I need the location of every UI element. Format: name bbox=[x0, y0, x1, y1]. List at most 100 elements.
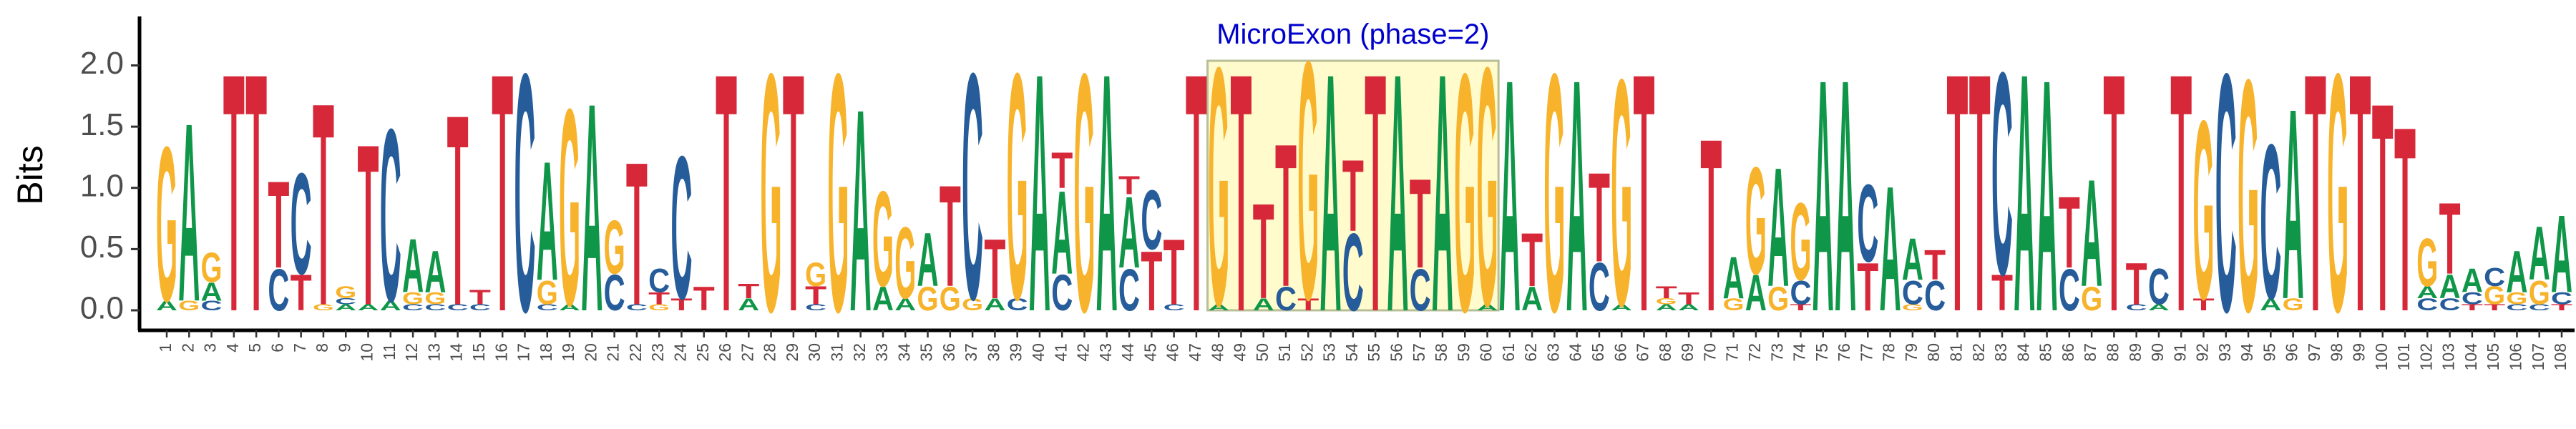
logo-letter: G bbox=[1454, 2, 1475, 383]
logo-letter: C bbox=[1589, 250, 1610, 325]
x-tick-label: 74 bbox=[1790, 343, 1809, 362]
logo-letter: T bbox=[291, 265, 312, 322]
logo-letter: A bbox=[358, 302, 381, 312]
x-tick-label: 45 bbox=[1141, 343, 1159, 362]
x-tick-label: 32 bbox=[850, 343, 869, 362]
logo-letter: G bbox=[201, 244, 223, 292]
x-tick-label: 84 bbox=[2014, 343, 2032, 362]
logo-letter: G bbox=[1790, 179, 1811, 303]
logo-letter: A bbox=[2260, 295, 2281, 315]
x-tick-label: 96 bbox=[2283, 343, 2301, 362]
logo-letter: A bbox=[2439, 268, 2461, 306]
logo-letter: G bbox=[1073, 2, 1095, 383]
logo-letter: T bbox=[2305, 2, 2326, 383]
logo-letter: A bbox=[850, 49, 872, 372]
x-tick-label: 60 bbox=[1477, 343, 1496, 362]
logo-letter: A bbox=[1678, 302, 1701, 312]
logo-letter: C bbox=[2439, 295, 2461, 315]
logo-letter: A bbox=[424, 238, 446, 305]
x-tick-label: 66 bbox=[1611, 343, 1629, 362]
logo-letter: G bbox=[827, 2, 849, 383]
x-tick-label: 61 bbox=[1499, 343, 1518, 362]
logo-letter: T bbox=[1163, 220, 1185, 324]
logo-letter: G bbox=[761, 2, 782, 383]
x-tick-label: 68 bbox=[1656, 343, 1674, 362]
logo-letter: T bbox=[1700, 88, 1722, 363]
logo-letter: A bbox=[1499, 11, 1521, 381]
logo-letter: A bbox=[335, 302, 358, 312]
logo-letter: A bbox=[1521, 280, 1543, 318]
logo-letter: G bbox=[2484, 281, 2505, 310]
x-tick-label: 4 bbox=[223, 343, 242, 352]
x-tick-label: 78 bbox=[1880, 343, 1898, 362]
logo-letter: T bbox=[2372, 41, 2394, 374]
logo-letter: T bbox=[940, 155, 961, 317]
logo-letter: A bbox=[1656, 302, 1679, 312]
logo-letter: G bbox=[604, 204, 625, 290]
x-tick-label: 77 bbox=[1857, 343, 1875, 362]
logo-letter: A bbox=[894, 295, 916, 315]
logo-letter: T bbox=[738, 280, 760, 303]
logo-letter: G bbox=[2192, 67, 2214, 352]
logo-letter: C bbox=[1924, 272, 1946, 320]
x-tick-label: 46 bbox=[1163, 343, 1182, 362]
logo-letter: C bbox=[2148, 258, 2170, 315]
logo-letter: C bbox=[1141, 172, 1162, 267]
logo-letter: T bbox=[2170, 2, 2192, 383]
x-tick-label: 50 bbox=[1253, 343, 1272, 362]
logo-letter: C bbox=[268, 257, 289, 323]
x-tick-label: 81 bbox=[1947, 343, 1966, 362]
x-tick-label: 13 bbox=[424, 343, 443, 362]
x-tick-label: 29 bbox=[783, 343, 801, 362]
x-tick-label: 10 bbox=[358, 343, 376, 362]
logo-letter: G bbox=[1611, 11, 1632, 373]
logo-letter: C bbox=[1902, 274, 1923, 312]
x-tick-label: 38 bbox=[984, 343, 1002, 362]
logo-letter: T bbox=[447, 57, 469, 362]
logo-letter: T bbox=[1991, 265, 2013, 322]
logo-letter: C bbox=[2551, 289, 2572, 308]
logo-letter: T bbox=[2439, 182, 2461, 296]
logo-letter: G bbox=[872, 164, 894, 315]
logo-letter: C bbox=[2506, 302, 2529, 312]
logo-letter: G bbox=[2283, 295, 2304, 315]
x-tick-label: 1 bbox=[156, 343, 175, 352]
logo-letter: G bbox=[1767, 280, 1789, 318]
logo-letter: A bbox=[2148, 302, 2171, 312]
x-tick-label: 72 bbox=[1745, 343, 1764, 362]
logo-letter: G bbox=[424, 289, 446, 308]
x-tick-label: 102 bbox=[2416, 343, 2435, 370]
x-tick-label: 87 bbox=[2081, 343, 2099, 362]
x-tick-label: 22 bbox=[626, 343, 645, 362]
x-tick-label: 104 bbox=[2462, 343, 2480, 371]
logo-letter: T bbox=[313, 42, 334, 365]
logo-letter: A bbox=[1835, 11, 1856, 381]
logo-letter: T bbox=[716, 2, 737, 383]
logo-letter: A bbox=[1029, 2, 1050, 383]
logo-letter: G bbox=[537, 274, 558, 312]
logo-letter: T bbox=[1051, 142, 1073, 199]
logo-letter: C bbox=[380, 78, 401, 353]
logo-letter: A bbox=[201, 277, 223, 306]
x-tick-label: 42 bbox=[1074, 343, 1093, 362]
x-tick-label: 51 bbox=[1275, 343, 1294, 362]
logo-letter: A bbox=[1051, 167, 1073, 300]
logo-letter: A bbox=[1387, 2, 1408, 383]
x-tick-label: 41 bbox=[1051, 343, 1070, 362]
logo-letter: G bbox=[940, 280, 961, 318]
logo-letter: A bbox=[917, 217, 939, 302]
logo-letter: G bbox=[1902, 302, 1923, 312]
x-tick-label: 106 bbox=[2507, 343, 2525, 370]
logo-letter: A bbox=[1096, 2, 1118, 383]
logo-letter: T bbox=[693, 280, 715, 318]
x-tick-label: 25 bbox=[693, 343, 712, 362]
logo-letter: C bbox=[1275, 280, 1297, 318]
logo-letter: T bbox=[1656, 283, 1678, 302]
logo-letter: T bbox=[268, 155, 289, 294]
logo-letter: G bbox=[313, 302, 334, 312]
y-tick-label: 0.5 bbox=[80, 230, 124, 265]
logo-letter: G bbox=[1477, 0, 1498, 376]
logo-letter: T bbox=[2192, 295, 2215, 315]
logo-letter: C bbox=[1118, 257, 1140, 323]
